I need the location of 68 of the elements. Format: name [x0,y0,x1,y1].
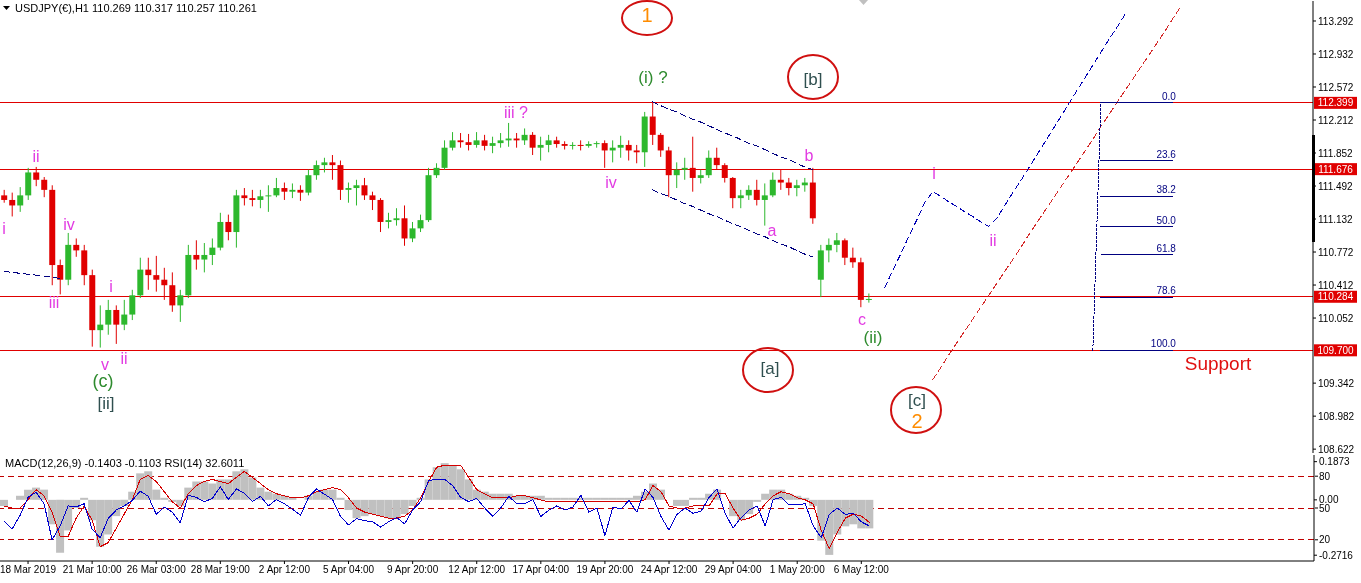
y-tick-label: 113.292 [1318,15,1354,27]
x-tick-label: 1 May 20:00 [769,564,826,576]
series-label: 50.0 [1156,214,1177,226]
annotation: iv [605,173,617,191]
y-tick-label: 108.622 [1318,443,1355,455]
annotation: iii [48,293,60,311]
annotation: ii [989,231,997,249]
annotation: i [109,277,113,295]
annotation: ii [120,349,128,367]
annotation: Support [1184,352,1252,374]
annotation: i [2,219,6,237]
y-tick-label: 110.412 [1318,279,1354,291]
y-tick-label: 111.492 [1318,180,1354,192]
annotation: c [858,310,866,328]
series-label: 61.8 [1156,242,1177,254]
annotation: v [101,355,109,373]
x-tick-label: 2 Apr 12:00 [258,564,311,576]
ref-line-label: 110.284 [1317,291,1354,303]
annotation: [b] [803,69,823,89]
y-tick-label: 109.342 [1318,377,1355,389]
x-tick-label: 9 Apr 20:00 [387,564,439,576]
annotation: [a] [760,358,780,378]
x-tick-label: 28 Mar 19:00 [190,564,251,576]
y-tick-label: 111.132 [1318,213,1354,225]
annotation: iv [63,215,75,233]
annotation: [c] [908,390,926,410]
x-tick-label: 17 Apr 04:00 [512,564,570,576]
annotation: 1 [641,4,653,26]
ref-line-label: 112.399 [1317,97,1354,109]
y2-tick-label: 20 [1319,534,1331,546]
series-label: 23.6 [1156,148,1177,160]
x-tick-label: 29 Apr 04:00 [704,564,762,576]
ref-line-label: 109.700 [1317,344,1355,356]
chart-title: MACD(12,26,9) -0.1403 -0.1103 RSI(14) 32.6011 [5,457,245,469]
y-tick-label: 110.052 [1318,312,1354,324]
x-tick-label: 26 Mar 03:00 [126,564,187,576]
y-tick-label: 110.772 [1318,246,1354,258]
series-label: 78.6 [1156,285,1177,297]
x-tick-label: 5 Apr 04:00 [322,564,375,576]
series-label: 0.0 [1161,90,1177,102]
chart-title: USDJPY(€),H1 110.269 110.317 110.257 110.261 [15,2,257,14]
y-tick-label: 112.932 [1318,48,1354,60]
series-label: 38.2 [1156,184,1177,196]
y-tick-label: 0.1873 [1319,456,1351,468]
y-tick-label: 112.572 [1318,81,1354,93]
series-label: 100.0 [1150,338,1177,350]
y2-tick-label: 80 [1319,470,1331,482]
y-tick-label: -0.2716 [1319,549,1354,561]
annotation: iii ? [503,103,529,121]
x-tick-label: 24 Apr 12:00 [640,564,698,576]
x-tick-label: 21 Mar 10:00 [62,564,123,576]
x-tick-label: 18 Mar 2019 [0,564,57,576]
x-tick-label: 6 May 12:00 [833,564,890,576]
annotation: (i) ? [638,67,668,87]
annotation: a [767,221,777,239]
x-tick-label: 12 Apr 12:00 [448,564,506,576]
y-tick-label: 108.982 [1318,410,1355,422]
y-tick-label: 111.852 [1318,147,1354,159]
ref-line-label: 111.676 [1318,163,1354,175]
y-tick-label: 112.212 [1318,114,1354,126]
x-tick-label: 19 Apr 20:00 [576,564,634,576]
annotation: 2 [911,410,923,432]
annotation: b [804,146,814,164]
annotation: ii [32,147,40,165]
annotation: (ii) [863,327,883,347]
annotation: [ii] [97,393,115,413]
annotation: i [932,164,936,182]
annotation: (c) [92,371,114,391]
